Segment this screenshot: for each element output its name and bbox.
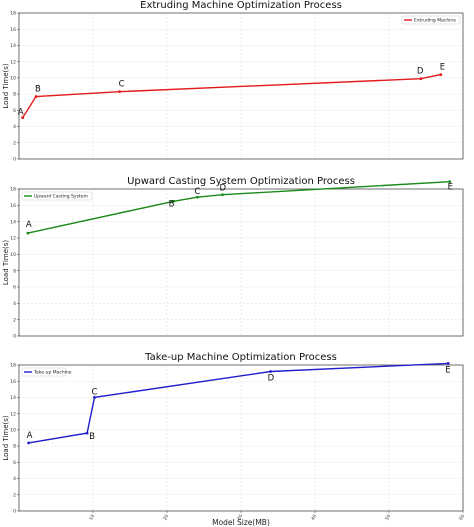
chart-title: Upward Casting System Optimization Proce… bbox=[127, 176, 355, 187]
x-tick-label: 60 bbox=[458, 513, 466, 521]
point-label: A bbox=[18, 108, 24, 118]
y-tick-label: 10 bbox=[10, 427, 16, 433]
data-point bbox=[27, 441, 31, 445]
point-label: D bbox=[220, 184, 227, 194]
y-tick-label: 16 bbox=[10, 379, 16, 385]
data-point bbox=[448, 180, 452, 184]
chart-title: Extruding Machine Optimization Process bbox=[140, 0, 342, 11]
point-label: E bbox=[448, 183, 453, 193]
y-tick-label: 6 bbox=[13, 285, 16, 291]
plot-frame bbox=[18, 188, 464, 337]
x-tick-label: 30 bbox=[236, 513, 244, 521]
y-tick-label: 8 bbox=[13, 444, 16, 450]
legend: Take-up Machine bbox=[21, 367, 72, 377]
legend: Extruding Machine bbox=[401, 15, 461, 25]
y-tick-label: 2 bbox=[13, 140, 16, 146]
chart-panel-1: Extruding Machine Optimization Process 0 2… bbox=[2, 0, 464, 163]
plot-frame bbox=[18, 364, 464, 512]
legend-box bbox=[21, 191, 93, 201]
data-point bbox=[446, 361, 450, 365]
data-point bbox=[93, 396, 96, 399]
data-point bbox=[439, 73, 443, 77]
legend-box bbox=[401, 15, 461, 25]
point-label: E bbox=[445, 365, 450, 375]
y-tick-label: 14 bbox=[10, 43, 16, 49]
y-tick-label: 16 bbox=[10, 203, 16, 209]
series-line bbox=[28, 362, 449, 444]
legend: Upward Casting System bbox=[21, 191, 93, 201]
chart-panel-2: Upward Casting System Optimization Proce… bbox=[2, 176, 464, 340]
x-tick-label: 20 bbox=[162, 513, 170, 521]
point-label: B bbox=[35, 85, 41, 95]
y-tick-label: 6 bbox=[13, 108, 16, 114]
y-tick-label: 16 bbox=[10, 27, 16, 33]
point-label: A bbox=[27, 431, 33, 441]
y-tick-label: 0 bbox=[13, 334, 16, 340]
x-tick-label: 10 bbox=[88, 513, 96, 521]
y-tick-label: 14 bbox=[10, 395, 16, 401]
y-tick-label: 10 bbox=[10, 252, 16, 258]
point-label: C bbox=[91, 387, 97, 397]
data-point bbox=[195, 195, 199, 199]
plot-frame bbox=[18, 12, 464, 160]
y-tick-label: 10 bbox=[10, 75, 16, 81]
y-tick-label: 18 bbox=[10, 363, 16, 369]
y-tick-label: 8 bbox=[13, 92, 16, 98]
data-point bbox=[85, 431, 89, 435]
y-tick-label: 2 bbox=[13, 317, 16, 323]
y-tick-label: 12 bbox=[10, 411, 16, 417]
data-point bbox=[26, 231, 30, 235]
data-point bbox=[269, 370, 272, 373]
point-label: D bbox=[268, 373, 275, 383]
y-tick-label: 12 bbox=[10, 59, 16, 65]
chart-title: Take-up Machine Optimization Process bbox=[144, 352, 337, 363]
y-axis-label: Load Time(s) bbox=[2, 63, 10, 109]
y-tick-label: 2 bbox=[13, 492, 16, 498]
y-tick-label: 0 bbox=[13, 509, 16, 515]
x-tick-label: 50 bbox=[384, 513, 392, 521]
legend-label: Take-up Machine bbox=[33, 370, 72, 376]
y-tick-label: 6 bbox=[13, 460, 16, 466]
point-label: D bbox=[417, 67, 424, 77]
data-point bbox=[118, 90, 122, 94]
legend-label: Upward Casting System bbox=[34, 194, 88, 200]
y-axis-label: Load Time(s) bbox=[2, 240, 10, 286]
point-label: A bbox=[26, 220, 32, 230]
point-label: B bbox=[169, 199, 175, 209]
data-point bbox=[34, 95, 38, 98]
x-axis-label: Model Size(MB) bbox=[212, 518, 270, 527]
y-tick-label: 18 bbox=[10, 187, 16, 193]
chart-panel-3: Take-up Machine Optimization Process 0 2 4 6… bbox=[2, 352, 466, 527]
legend-label: Extruding Machine bbox=[414, 18, 456, 24]
x-tick-label: 40 bbox=[310, 513, 318, 521]
y-tick-label: 4 bbox=[13, 124, 16, 130]
y-tick-label: 0 bbox=[13, 157, 16, 163]
data-point bbox=[221, 193, 224, 197]
point-label: C bbox=[119, 80, 125, 90]
data-point bbox=[21, 116, 25, 120]
y-axis-label: Load Time(s) bbox=[2, 415, 10, 461]
point-label: C bbox=[194, 187, 200, 197]
y-tick-label: 14 bbox=[10, 219, 16, 225]
point-label: E bbox=[440, 63, 445, 73]
y-tick-label: 4 bbox=[13, 476, 16, 482]
y-tick-label: 18 bbox=[10, 11, 16, 17]
data-point bbox=[419, 77, 423, 81]
legend-box bbox=[21, 367, 67, 377]
y-tick-label: 4 bbox=[13, 301, 16, 307]
y-tick-label: 12 bbox=[10, 236, 16, 242]
point-label: B bbox=[89, 432, 95, 442]
data-point bbox=[172, 199, 176, 203]
series-line bbox=[22, 73, 441, 118]
series-line bbox=[27, 181, 450, 234]
y-tick-label: 8 bbox=[13, 268, 16, 274]
